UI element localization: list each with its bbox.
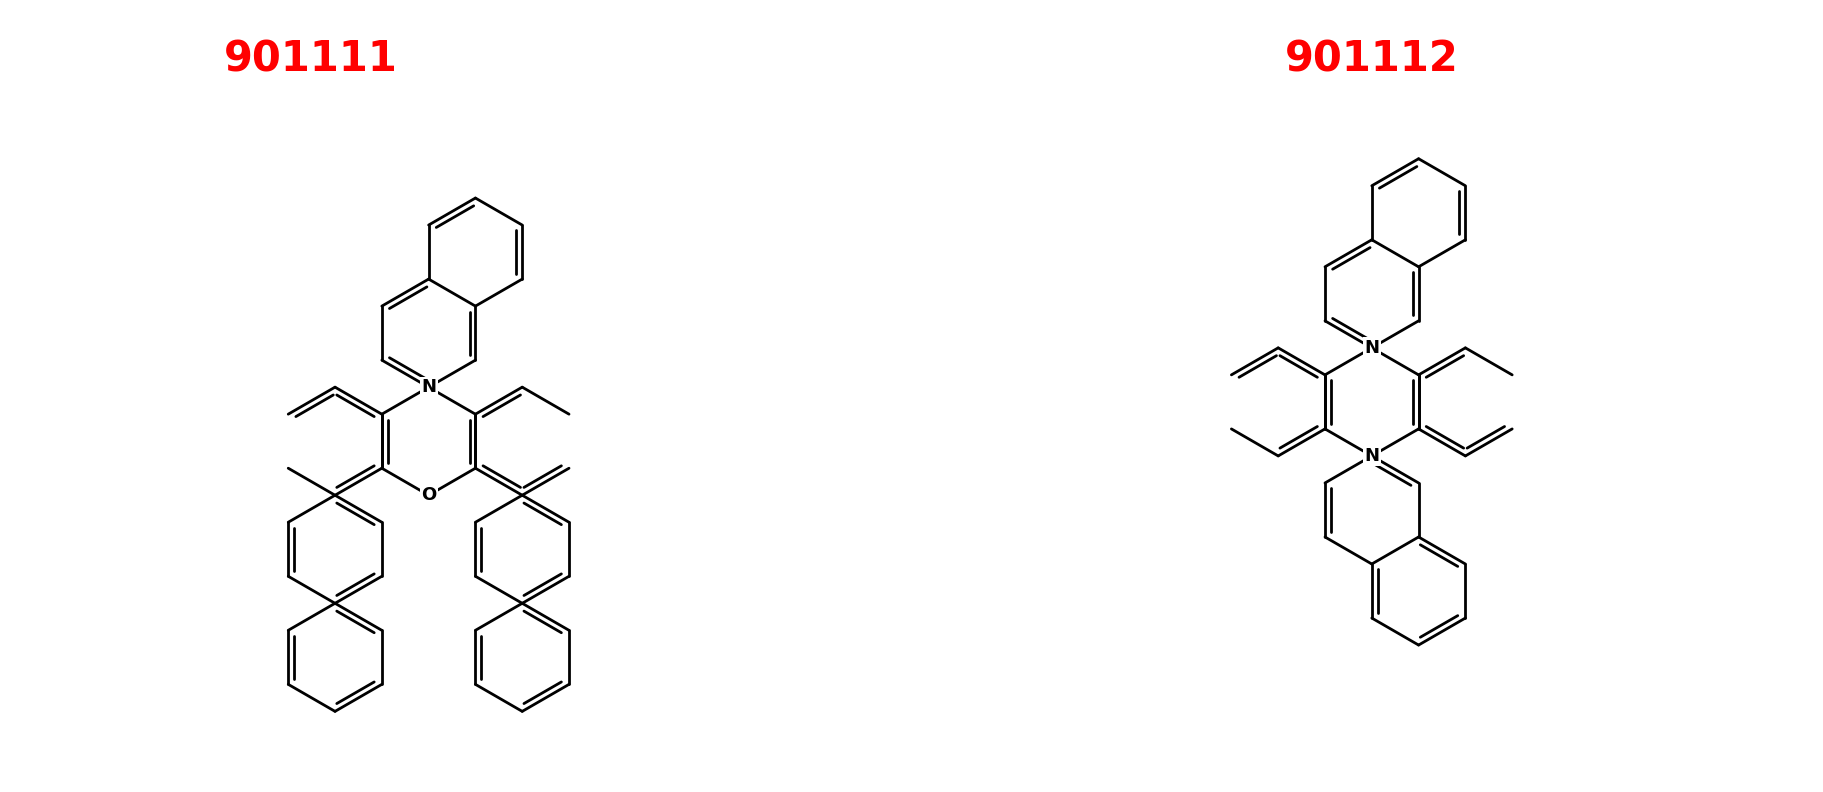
Text: N: N — [1364, 447, 1378, 465]
Text: 901112: 901112 — [1283, 38, 1458, 80]
Text: N: N — [421, 378, 436, 396]
Text: N: N — [1364, 339, 1378, 357]
Text: 901111: 901111 — [224, 38, 397, 80]
Text: O: O — [421, 486, 436, 505]
